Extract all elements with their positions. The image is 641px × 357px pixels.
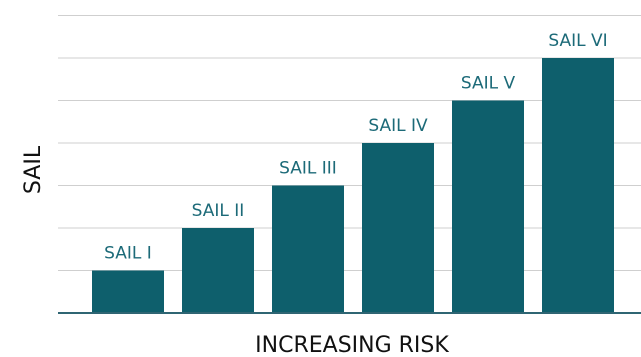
gridlines: [58, 15, 641, 271]
bar-6: [542, 58, 614, 313]
bar-label-6: SAIL VI: [548, 31, 607, 51]
x-axis-label: INCREASING RISK: [255, 333, 449, 357]
bar-1: [92, 270, 164, 313]
bar-label-5: SAIL V: [461, 74, 516, 94]
bar-label-4: SAIL IV: [368, 116, 428, 136]
bar-labels: SAIL I SAIL II SAIL III SAIL IV SAIL V SAIL V…: [104, 31, 607, 264]
bar-label-1: SAIL I: [104, 244, 152, 264]
bars: [92, 58, 614, 313]
bar-label-2: SAIL II: [192, 201, 245, 221]
bar-3: [272, 185, 344, 313]
bar-5: [452, 100, 524, 313]
y-axis-label: SAIL: [21, 145, 46, 194]
bar-label-3: SAIL III: [279, 159, 337, 179]
bar-2: [182, 228, 254, 313]
bar-4: [362, 143, 434, 313]
